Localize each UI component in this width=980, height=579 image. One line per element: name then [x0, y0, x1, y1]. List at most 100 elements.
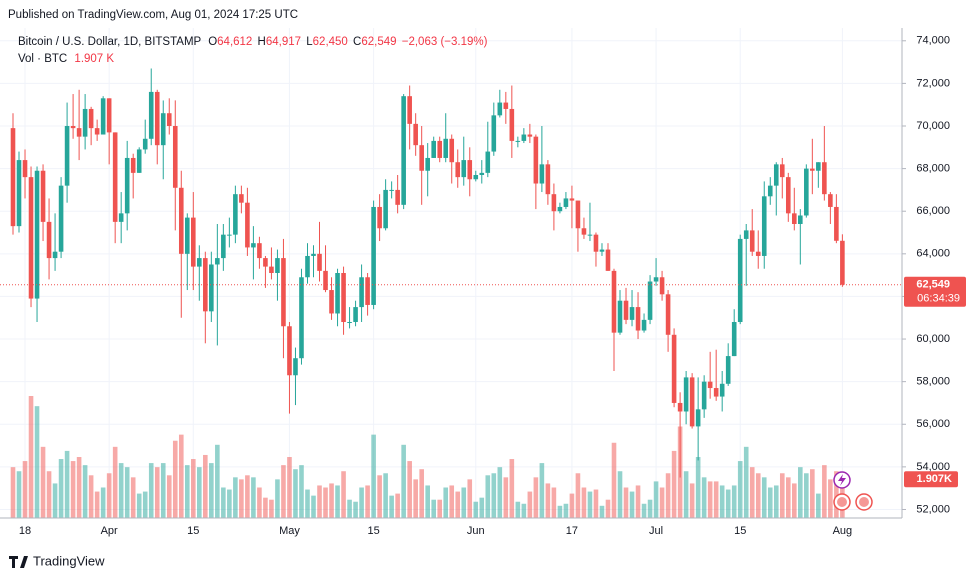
candle-body: [533, 136, 539, 184]
volume-bar: [347, 499, 352, 518]
volume-bar: [245, 475, 250, 518]
x-tick-label: May: [279, 525, 300, 537]
volume-bar: [130, 477, 136, 518]
candle-body: [341, 273, 346, 322]
volume-bar: [617, 471, 623, 518]
candle-body: [822, 162, 827, 195]
ohlc-key: C: [353, 36, 361, 48]
volume-bar: [365, 485, 370, 518]
volume-value: 1.907 K: [74, 53, 114, 65]
volume-bar: [449, 485, 455, 518]
volume-bar: [281, 465, 286, 518]
candle-body: [275, 258, 280, 273]
volume-bar: [828, 479, 833, 518]
volume-bar: [515, 501, 521, 518]
candle-body: [755, 251, 761, 256]
volume-legend: Vol · BTC 1.907 K: [18, 53, 114, 65]
candle-body: [166, 113, 172, 126]
volume-bar: [683, 471, 689, 518]
candle-body: [503, 102, 509, 109]
volume-bar: [22, 461, 28, 518]
candle-body: [130, 157, 136, 173]
volume-bar: [822, 465, 827, 518]
last-price-label: 62,549: [916, 279, 950, 291]
published-note: Published on TradingView.com, Aug 01, 20…: [8, 9, 298, 21]
volume-bar: [737, 461, 743, 518]
candle-body: [539, 164, 545, 184]
event-flag-fill: [837, 497, 847, 507]
candle-body: [46, 221, 52, 259]
candle-body: [443, 138, 449, 158]
volume-bar: [467, 479, 473, 518]
candle-body: [665, 294, 671, 335]
candle-body: [335, 273, 340, 314]
candle-body: [203, 258, 208, 312]
candle-body: [527, 134, 533, 137]
candle-body: [329, 290, 334, 314]
candle-body: [611, 270, 617, 333]
y-tick-label: 72,000: [916, 77, 950, 89]
candle-body: [293, 358, 298, 376]
candle-body: [635, 307, 641, 331]
candle-body: [118, 213, 124, 222]
candle-body: [810, 168, 815, 171]
volume-bar: [395, 493, 400, 518]
candle-body: [593, 234, 599, 252]
candle-body: [425, 157, 430, 171]
volume-bar: [40, 446, 46, 518]
candle-body: [88, 108, 94, 129]
candle-body: [184, 217, 190, 254]
volume-bar: [401, 444, 406, 518]
y-tick-label: 56,000: [916, 418, 950, 430]
volume-bar: [166, 475, 172, 518]
volume-bar: [293, 469, 298, 518]
volume-bar: [191, 459, 196, 518]
candle-body: [707, 381, 713, 389]
candle-body: [22, 160, 28, 178]
candle-body: [653, 277, 659, 282]
volume-bar: [377, 475, 382, 518]
candle-body: [124, 157, 130, 214]
volume-bar: [227, 489, 232, 518]
volume-bar: [88, 475, 94, 518]
x-tick-label: Aug: [833, 525, 853, 537]
candle-body: [365, 277, 370, 305]
volume-bar: [599, 505, 605, 518]
candle-body: [112, 132, 118, 222]
volume-bar: [172, 440, 178, 518]
volume-bar: [485, 475, 491, 518]
candle-body: [58, 185, 64, 252]
candle-body: [779, 164, 785, 178]
candle-body: [749, 230, 755, 252]
candle-body: [419, 145, 424, 171]
volume-bar: [419, 469, 424, 518]
candle-body: [581, 228, 587, 235]
candle-body: [401, 96, 406, 205]
volume-bar: [509, 459, 515, 518]
volume-bar: [148, 463, 154, 518]
volume-bar: [779, 473, 785, 518]
volume-bar: [653, 481, 659, 518]
volume-bar: [816, 493, 821, 518]
volume-bar: [58, 459, 64, 518]
volume-bar: [52, 483, 58, 518]
candle-body: [287, 326, 292, 376]
candle-body: [725, 356, 731, 384]
volume-key: Vol · BTC: [18, 53, 67, 65]
candle-body: [347, 322, 352, 323]
candle-body: [695, 409, 701, 427]
candle-body: [142, 138, 148, 150]
candle-body: [551, 194, 557, 212]
volume-bar: [239, 479, 244, 518]
candle-body: [761, 196, 767, 256]
volume-bar: [197, 467, 202, 518]
volume-bar: [569, 493, 575, 518]
y-tick-label: 68,000: [916, 163, 950, 175]
volume-bar: [551, 487, 557, 518]
candle-body: [389, 189, 394, 191]
volume-bar: [545, 483, 551, 518]
volume-bar: [755, 473, 761, 518]
candle-body: [34, 170, 40, 299]
change: −2,063 (−3.19%): [402, 36, 488, 48]
ohlc-key: H: [258, 36, 266, 48]
